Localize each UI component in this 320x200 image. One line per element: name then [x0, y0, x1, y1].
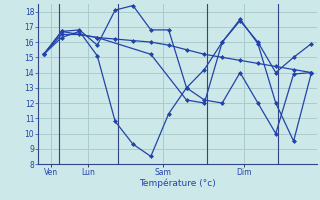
X-axis label: Température (°c): Température (°c): [139, 179, 216, 188]
